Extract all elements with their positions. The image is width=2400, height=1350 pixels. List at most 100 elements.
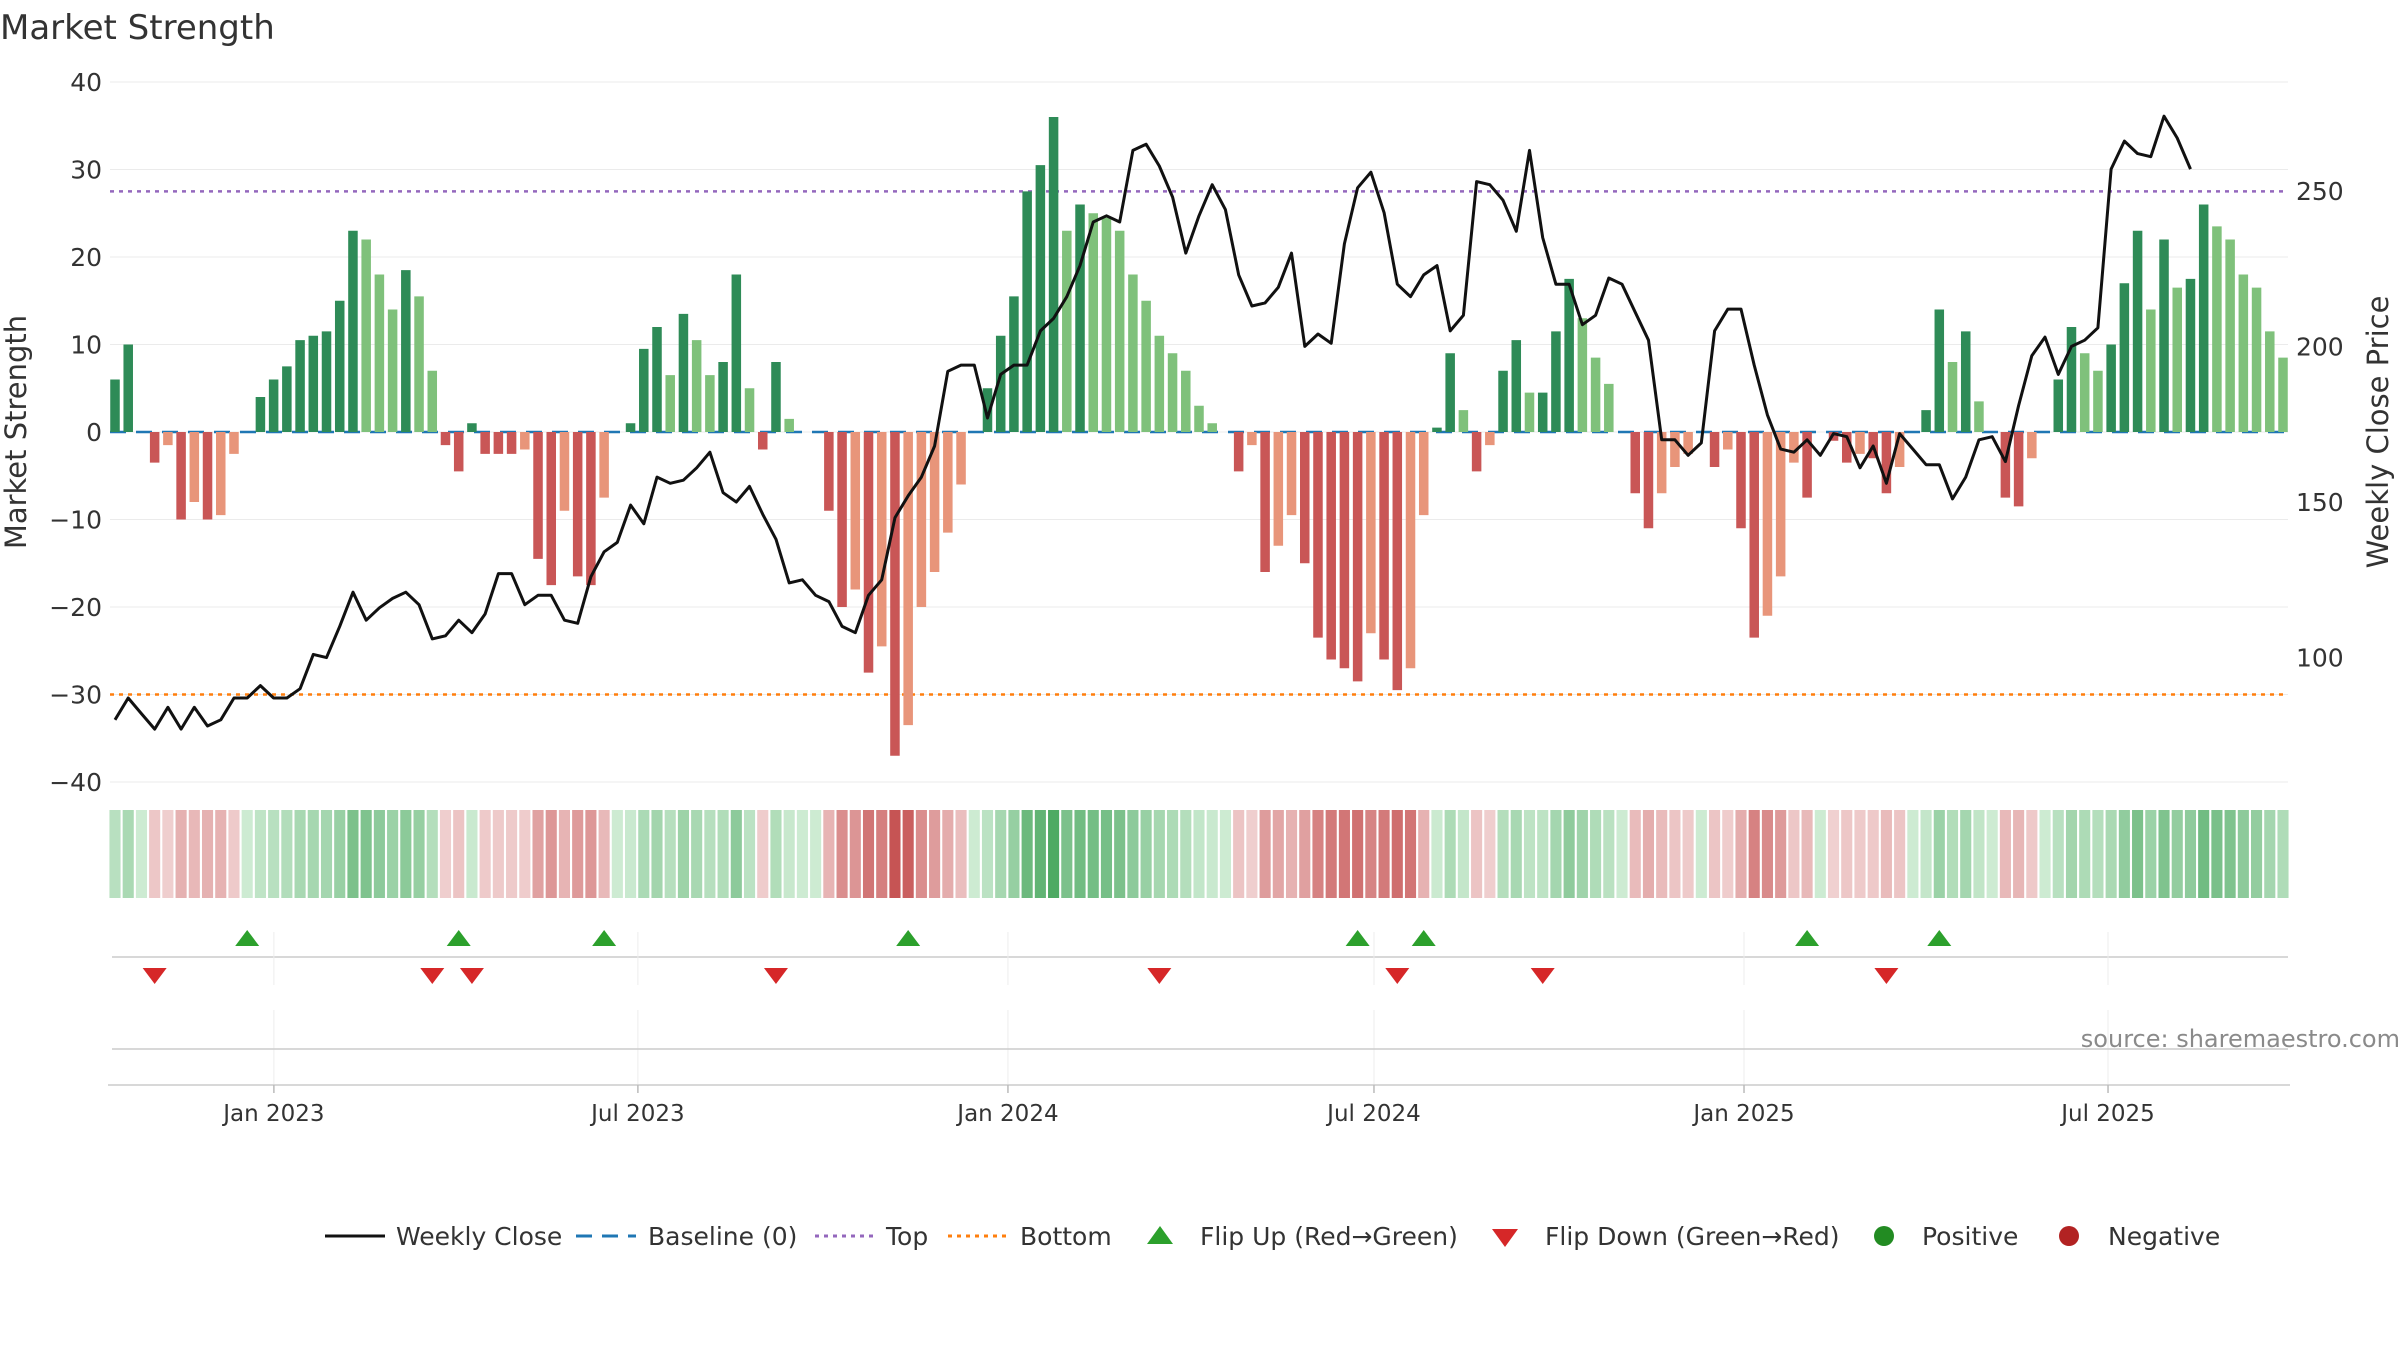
strength-bar	[533, 432, 543, 559]
strength-bar	[1101, 217, 1112, 432]
heat-cell	[2079, 810, 2091, 898]
heat-cell	[2013, 810, 2025, 898]
heat-cell	[823, 810, 835, 898]
right-tick-label: 100	[2296, 644, 2344, 673]
strength-bar	[1128, 274, 1138, 432]
heat-cell	[942, 810, 954, 898]
heat-cell	[1497, 810, 1509, 898]
heat-cell	[122, 810, 134, 898]
strength-bar	[1471, 432, 1482, 472]
heat-cell	[1285, 810, 1298, 898]
x-tick-label: Jul 2025	[2059, 1101, 2155, 1127]
heat-cell	[334, 810, 346, 898]
strength-bar	[559, 432, 570, 511]
strength-bar	[1418, 432, 1429, 516]
heat-cell	[347, 810, 359, 898]
strength-bar	[282, 366, 292, 432]
heat-cell	[479, 810, 491, 898]
heat-cell	[730, 810, 742, 898]
heat-cell	[1418, 810, 1430, 898]
flip-down-marker	[1530, 968, 1555, 984]
heat-cell	[413, 810, 425, 898]
heat-cell	[109, 810, 121, 898]
strength-bar	[2106, 344, 2116, 432]
strength-bar	[110, 379, 120, 432]
heat-cell	[1973, 810, 1985, 898]
strength-bar	[2251, 287, 2262, 432]
strength-bar	[2066, 327, 2077, 432]
right-tick-label: 200	[2296, 332, 2344, 361]
heat-cell	[558, 810, 571, 898]
heat-cell	[1880, 810, 1892, 898]
strength-bars	[110, 117, 2288, 756]
heat-cell	[175, 810, 187, 898]
heat-cell	[889, 810, 901, 898]
heat-cell	[1656, 810, 1668, 898]
strength-bar	[176, 432, 186, 520]
legend-flip-up-label: Flip Up (Red→Green)	[1200, 1222, 1458, 1251]
heat-cell	[2118, 810, 2130, 898]
heat-cell	[585, 810, 597, 898]
heat-cell	[810, 810, 822, 898]
strength-bar	[744, 388, 755, 432]
strength-bar	[943, 432, 953, 533]
heat-cell	[1431, 810, 1443, 898]
heat-cell	[757, 810, 769, 898]
strength-bar	[1154, 335, 1165, 432]
strength-bar	[1775, 432, 1786, 577]
x-tick-label: Jan 2024	[955, 1101, 1058, 1127]
heat-cell	[545, 810, 557, 898]
strength-bar	[414, 296, 424, 432]
heat-cell	[2224, 810, 2236, 898]
heat-cell	[677, 810, 689, 898]
heat-cell	[1444, 810, 1456, 898]
legend-positive-label: Positive	[1922, 1222, 2018, 1251]
heat-cell	[360, 810, 372, 898]
strength-bar	[480, 432, 490, 454]
strength-bar	[1035, 165, 1046, 432]
heat-cell	[439, 810, 452, 898]
strength-bar	[401, 270, 411, 432]
strength-bar	[718, 362, 728, 432]
strength-bar	[1379, 432, 1389, 660]
heat-cell	[1814, 810, 1826, 898]
strength-bar	[255, 397, 266, 432]
heat-cell	[1180, 810, 1192, 898]
heat-cell	[228, 810, 240, 898]
flip-down-marker	[142, 968, 167, 984]
strength-bar	[2119, 283, 2130, 432]
heat-cell	[1669, 810, 1681, 898]
strength-bar	[520, 432, 530, 450]
heat-cell	[1867, 810, 1879, 898]
heat-cell	[1365, 810, 1377, 898]
heat-cell	[1404, 810, 1417, 898]
heat-cell	[902, 810, 914, 898]
strength-bar	[929, 432, 940, 572]
strength-bar	[639, 348, 649, 432]
heat-cell	[135, 810, 147, 898]
strength-bar	[1181, 370, 1191, 432]
heat-cell	[506, 810, 518, 898]
heat-cell	[1325, 810, 1337, 898]
strength-bar	[1590, 357, 1601, 432]
heat-cell	[717, 810, 729, 898]
heat-cell	[387, 810, 399, 898]
heat-cell	[836, 810, 848, 898]
x-axis: Jan 2023 Jul 2023 Jan 2024 Jul 2024 Jan 2025…	[108, 1084, 2290, 1127]
strength-bar	[1075, 204, 1085, 432]
heat-cell	[2264, 810, 2276, 898]
strength-bar	[599, 432, 609, 498]
flip-down-marker	[1874, 968, 1899, 984]
heat-cell	[2026, 810, 2038, 898]
strength-bar	[546, 432, 557, 586]
heat-cell	[1219, 810, 1231, 898]
x-tick-label: Jul 2024	[1325, 1101, 1421, 1127]
right-axis-ticks: 250 200 150 100	[2296, 177, 2344, 673]
heat-cell	[254, 810, 266, 898]
strength-bar	[1062, 230, 1072, 432]
strength-bar	[665, 375, 675, 432]
strength-bar	[1194, 405, 1204, 432]
heat-cell	[1709, 810, 1721, 898]
legend-negative-label: Negative	[2108, 1222, 2220, 1251]
strength-bar	[374, 274, 385, 432]
